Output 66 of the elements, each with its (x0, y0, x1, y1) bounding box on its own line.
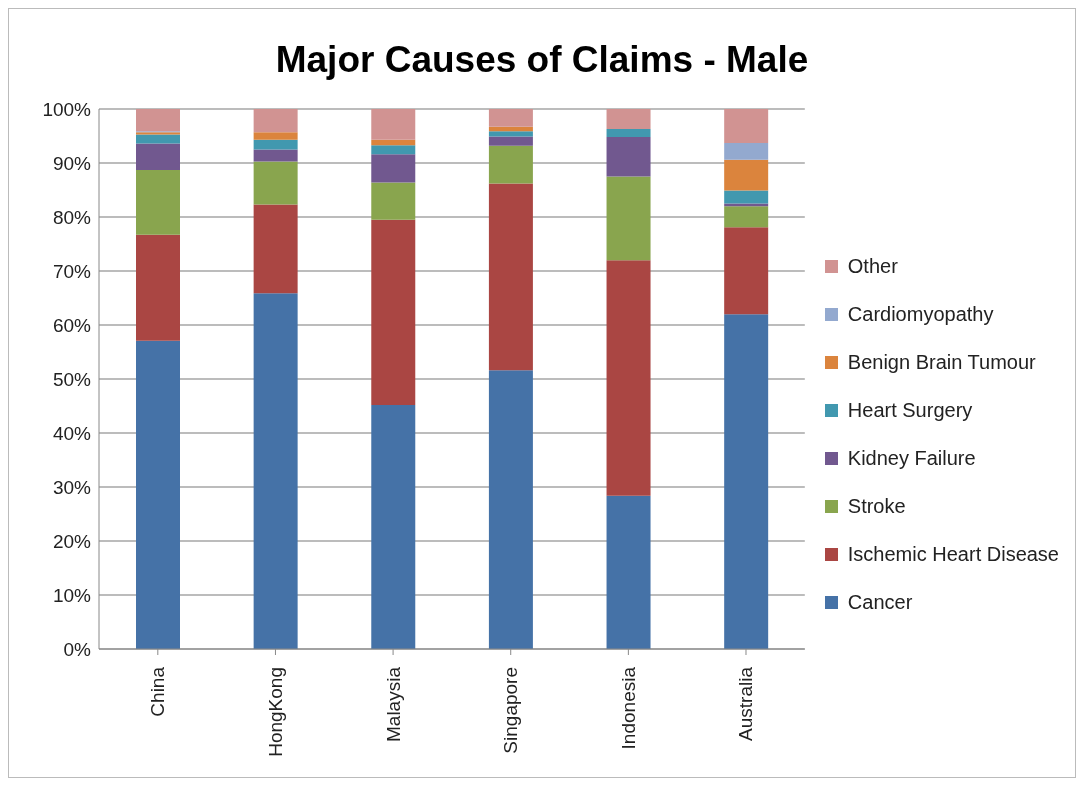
x-tick-label: China (147, 666, 169, 717)
y-tick-label: 70% (52, 260, 92, 282)
bar (724, 190, 769, 204)
bar (488, 370, 533, 649)
bar (253, 149, 298, 162)
y-tick-label: 90% (52, 152, 92, 174)
legend-label: Stroke (847, 494, 906, 518)
y-tick-label: 10% (52, 584, 92, 606)
bar (371, 145, 416, 155)
legend-label: Cancer (847, 590, 913, 614)
bar (253, 132, 298, 140)
bar (606, 176, 651, 261)
bar (488, 126, 533, 132)
bar (371, 154, 416, 183)
bar (253, 204, 298, 294)
y-tick-label: 100% (42, 98, 92, 120)
bar (136, 234, 180, 341)
bar (724, 227, 769, 315)
bar (136, 340, 180, 649)
bar (136, 109, 180, 132)
bar (724, 143, 769, 160)
bar (606, 137, 651, 177)
bar (253, 293, 298, 649)
y-tick-label: 80% (52, 206, 92, 228)
bar (253, 109, 298, 133)
bar (724, 109, 769, 144)
legend-label: Heart Surgery (847, 398, 973, 422)
x-tick-label: Australia (735, 666, 757, 741)
y-tick-label: 40% (52, 422, 92, 444)
legend-label: Cardiomyopathy (847, 302, 994, 326)
legend-label: Benign Brain Tumour (847, 350, 1036, 374)
y-tick-label: 60% (52, 314, 92, 336)
bar (606, 260, 651, 496)
legend-label: Ischemic Heart Disease (847, 542, 1059, 566)
y-tick-label: 30% (52, 476, 92, 498)
bar (488, 136, 533, 146)
y-tick-label: 20% (52, 530, 92, 552)
x-tick-label: Malaysia (382, 666, 404, 742)
y-tick-label: 50% (52, 368, 92, 390)
bar (136, 170, 180, 235)
bar (136, 143, 180, 171)
bar (606, 128, 651, 138)
bar (488, 131, 533, 137)
y-tick-label: 0% (63, 638, 92, 660)
x-tick-label: Indonesia (617, 666, 639, 750)
bar (724, 206, 769, 228)
bar (371, 109, 416, 140)
bar (606, 109, 651, 129)
bar (488, 183, 533, 371)
bar (136, 134, 180, 144)
bar (488, 145, 533, 184)
bar (253, 161, 298, 205)
legend-label: Other (847, 254, 898, 278)
bar (724, 314, 769, 649)
bar (253, 139, 298, 150)
legend-label: Kidney Failure (847, 446, 976, 470)
x-tick-label: HongKong (264, 667, 286, 757)
bar (606, 495, 651, 649)
bar (371, 404, 416, 649)
bar (371, 219, 416, 405)
bar (371, 139, 416, 146)
bar (724, 159, 769, 191)
bar (488, 109, 533, 127)
bar (371, 182, 416, 220)
x-tick-label: Singapore (500, 667, 522, 754)
chart-title: Major Causes of Claims - Male (274, 38, 810, 82)
